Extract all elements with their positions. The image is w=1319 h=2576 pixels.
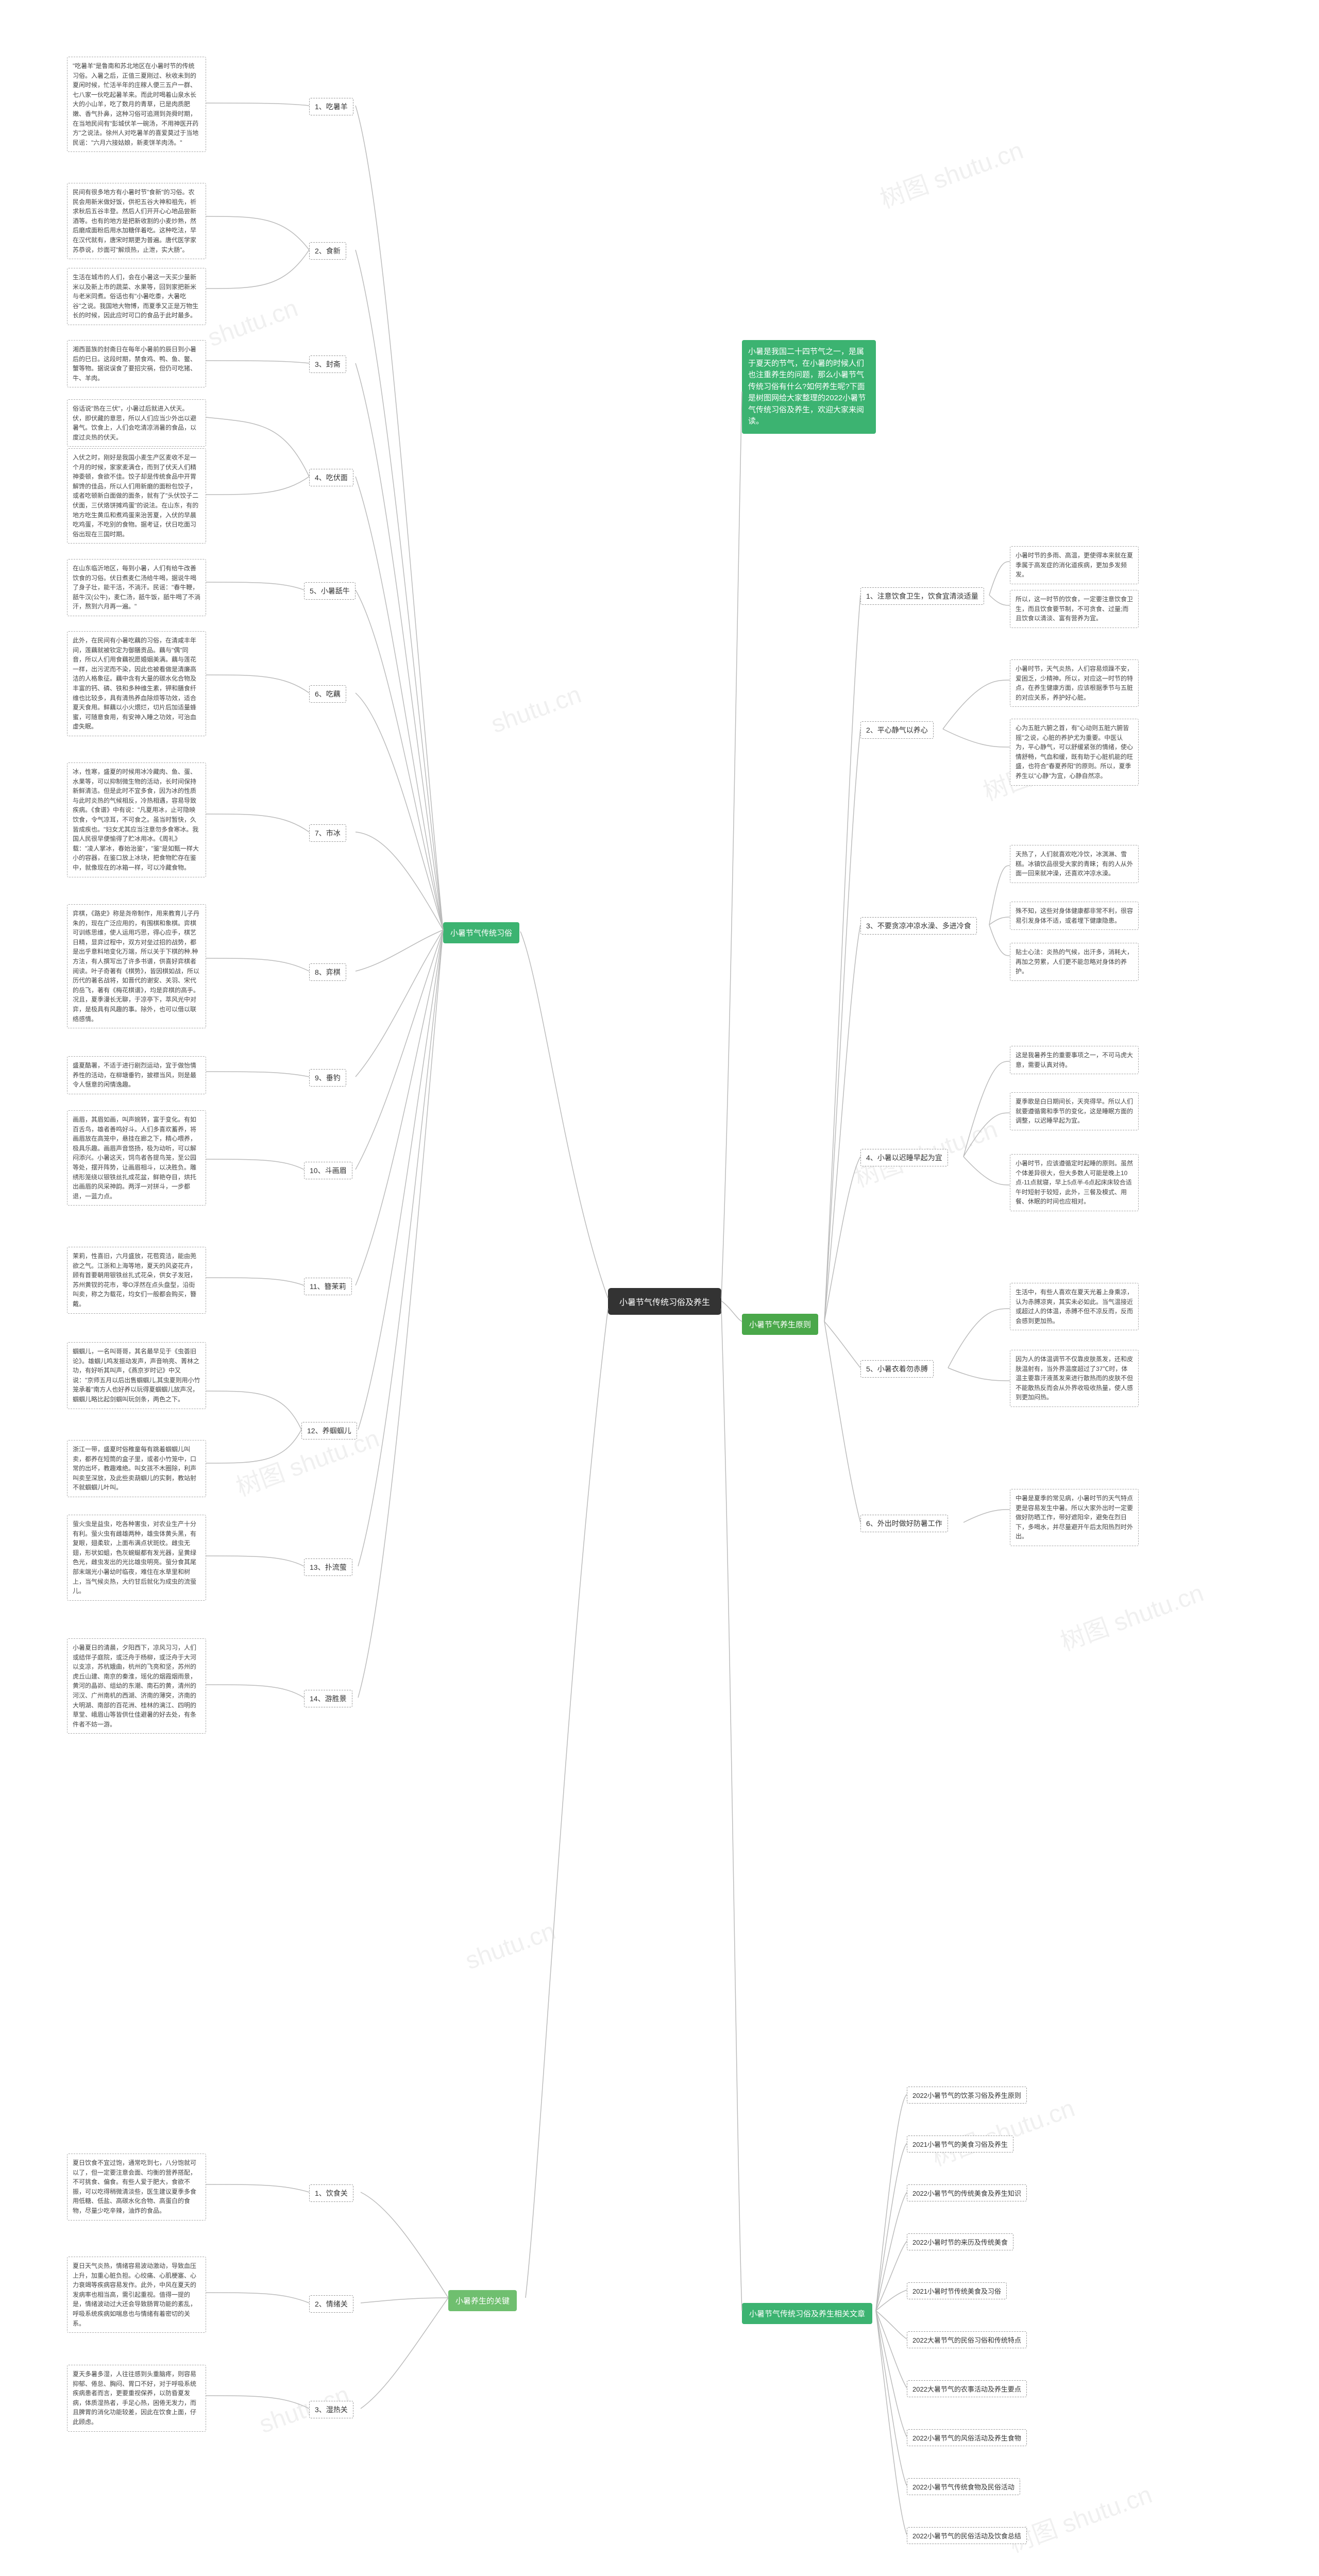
related-item[interactable]: 2022小暑节气的民俗活动及饮食总结 [907,2527,1027,2544]
principle-detail-1a: 小暑时节的多雨、高温，更使得本来就在夏季属于高发症的消化道疾病，更加多发频发。 [1010,546,1139,584]
related-item[interactable]: 2022大暑节气的民俗习俗和传统特点 [907,2331,1027,2348]
customs-detail-1: "吃暑羊"是鲁南和苏北地区在小暑时节的传统习俗。入暑之后，正值三夏刚过、秋收未到… [67,57,206,152]
customs-item-3[interactable]: 3、封斋 [309,355,346,373]
customs-detail-14: 小暑夏日的清晨，夕阳西下，凉风习习，人们或结伴子庭院，或泛舟于杨柳，或泛舟于大河… [67,1638,206,1734]
customs-item-11[interactable]: 11、簪茉莉 [304,1278,352,1295]
related-item[interactable]: 2022小暑时节的来历及传统美食 [907,2233,1013,2250]
center-title: 小暑节气传统习俗及养生 [608,1288,721,1315]
branch-principles[interactable]: 小暑节气养生原则 [742,1314,818,1335]
key-detail-2: 夏日天气炎热，情绪容易波动激动，导致血压上升，加重心脏负担。心绞痛、心肌梗塞、心… [67,2257,206,2333]
branch-customs[interactable]: 小暑节气传统习俗 [443,922,519,943]
principle-detail-5a: 生活中，有些人喜欢在夏天光着上身乘凉，认为赤膊凉爽，其实未必如此。当气温接近或超… [1010,1283,1139,1330]
key-detail-3: 夏天多暑多湿，人往往感到头重脑疼，则容易抑郁、倦怠、胸闷、胃口不好，对于呼吸系统… [67,2365,206,2432]
principle-detail-1b: 所以，这一时节的饮食，一定要注意饮食卫生，而且饮食要节制，不可贪食、过量;而且饮… [1010,590,1139,628]
customs-detail-2b: 生活在城市的人们，会在小暑这一天买少量新米以及新上市的蔬菜、水果等，回到家把新米… [67,268,206,325]
principle-detail-2b: 心为五脏六腑之首，有"心动则五脏六腑皆摇"之说，心脏的养护尤为重要。中医认为，平… [1010,719,1139,786]
principle-detail-6: 中暑是夏季的常见病，小暑时节的天气特点更是容易发生中暑。所以大家外出时一定要做好… [1010,1489,1139,1546]
customs-detail-12a: 蝈蝈儿，一名叫哥哥，其名最早见于《虫荟旧论》。雄蝈儿鸣发振动发声，声音响亮、菁林… [67,1342,206,1409]
watermark: shutu.cn [462,1917,559,1976]
principle-detail-4a: 这是我暑养生的重要事项之一，不可马虎大意，需要认真对待。 [1010,1046,1139,1074]
customs-item-2[interactable]: 2、食新 [309,242,346,260]
related-item[interactable]: 2022小暑节气的风俗活动及养生食物 [907,2429,1027,2446]
customs-detail-2a: 民间有很多地方有小暑时节"食新"的习俗。农民会用新米做好饭，供祀五谷大神和祖先，… [67,183,206,259]
customs-detail-8: 弈棋，《路史》称是尧帝制作，用来教育儿子丹朱的，现在广泛应用的，有围棋和象棋。弈… [67,904,206,1028]
customs-item-9[interactable]: 9、垂钓 [309,1069,346,1087]
watermark: shutu.cn [204,294,301,353]
customs-item-10[interactable]: 10、斗画眉 [304,1162,352,1179]
related-item[interactable]: 2022大暑节气的农事活动及养生要点 [907,2380,1027,2397]
principle-detail-2a: 小暑时节，天气炎热，人们容易烦躁不安，爱困乏，少精神。所以，对应这一时节的特点，… [1010,659,1139,707]
customs-detail-4b: 入伏之时，刚好是我国小麦生产区麦收不足一个月的时候，家家麦满仓，而到了伏天人们精… [67,448,206,544]
customs-detail-4a: 俗话说"热在三伏"，小暑过后就进入伏天。伏，即伏藏的意思，所以人们应当少外出以避… [67,399,206,447]
watermark: shutu.cn [487,681,585,739]
branch-related[interactable]: 小暑节气传统习俗及养生相关文章 [742,2303,872,2324]
related-item[interactable]: 2022小暑节气的饮茶习俗及养生原则 [907,2087,1027,2104]
related-item[interactable]: 2022小暑节气传统食物及民俗活动 [907,2478,1020,2495]
principle-item-4[interactable]: 4、小暑以迟睡早起为宜 [860,1149,948,1166]
key-item-3[interactable]: 3、湿热关 [309,2401,353,2418]
key-item-2[interactable]: 2、情绪关 [309,2295,353,2313]
branch-key[interactable]: 小暑养生的关键 [448,2290,517,2311]
principle-detail-5b: 因为人的体温调节不仅靠皮肤蒸发，还和皮肤温射有，当外界温度超过了37℃时，体温主… [1010,1350,1139,1407]
related-item[interactable]: 2021小暑节气的美食习俗及养生 [907,2136,1013,2153]
principle-detail-4b: 夏季歌是白日期间长，天亮得早。所以人们就要遵循需和季节的变化，这是睡眠方面的调整… [1010,1092,1139,1130]
customs-detail-9: 盛夏酷署，不适于进行剧烈运动，宜于做怡情养性的活动，在柳塘垂钓，披襟当风，则是最… [67,1056,206,1094]
customs-detail-12b: 浙江一带，盛夏时俗稚童每有跳着蝈蝈儿叫卖，都养在短筒的盒子里，或者小竹笼中，口常… [67,1440,206,1497]
watermark: 树图 shutu.cn [1003,2474,1156,2559]
customs-detail-11: 茉莉，性喜旧，六月盛放，花苞霓洁，能由蔸欲之气。江浙和上海等地，夏天的风姿花卉，… [67,1247,206,1314]
customs-detail-3: 湘西苗族的封斋日在每年小暑前的辰日到小暑后的巳日。这段时期，禁食鸡、鸭、鱼、鳖、… [67,340,206,387]
related-item[interactable]: 2022小暑节气的传统美食及养生知识 [907,2184,1027,2201]
principle-detail-3b: 殊不知，这些对身体健康都非常不利，很容易引发身体不适，或者埋下健康隐患。 [1010,902,1139,930]
principle-item-3[interactable]: 3、不要贪凉冲凉水澡、多进冷食 [860,917,977,935]
customs-item-13[interactable]: 13、扑流萤 [304,1558,352,1576]
customs-item-4[interactable]: 4、吃伏面 [309,469,353,486]
related-item[interactable]: 2021小暑时节传统美食及习俗 [907,2282,1007,2299]
customs-detail-7: 冰，性寒，盛夏的时候用冰冷藏肉、鱼、蛋、水果等，可以抑制微生物的活动，长时间保持… [67,762,206,877]
customs-detail-5: 在山东临沂地区，每到小暑，人们有给牛改善饮食的习俗。伏日煮麦仁汤给牛喝，据说牛喝… [67,559,206,616]
principle-item-6[interactable]: 6、外出时做好防暑工作 [860,1515,948,1532]
principle-item-2[interactable]: 2、平心静气以养心 [860,721,934,739]
customs-item-6[interactable]: 6、吃藕 [309,685,346,703]
customs-detail-6: 此外，在民间有小暑吃藕的习俗，在清咸丰年间，莲藕就被钦定为御膳贡品。藕与"偶"同… [67,631,206,736]
customs-detail-10: 画眉，其眉如画，叫声婉转，富于变化。有如百舌鸟，雄者善鸣好斗。人们多喜欢蓄养，将… [67,1110,206,1206]
customs-item-12[interactable]: 12、养蝈蝈儿 [301,1422,357,1439]
customs-item-14[interactable]: 14、游胜景 [304,1690,352,1707]
principle-item-1[interactable]: 1、注意饮食卫生，饮食宜清淡适量 [860,587,984,605]
principle-item-5[interactable]: 5、小暑衣着勿赤膊 [860,1360,934,1378]
principle-detail-3a: 天热了，人们就喜欢吃冷饮，冰淇淋、雪糕。冰镇饮品很受大家的青睐；有的人从外面一回… [1010,845,1139,883]
customs-item-1[interactable]: 1、吃暑羊 [309,98,353,115]
principle-detail-3c: 贴士心法：炎热的气候，出汗多，消耗大，再加之劳累，人们更不能忽略对身体的养护。 [1010,943,1139,981]
customs-item-8[interactable]: 8、弈棋 [309,963,346,981]
customs-item-7[interactable]: 7、市冰 [309,824,346,842]
customs-detail-13: 萤火虫是益虫，吃各种害虫，对农业生产十分有利。萤火虫有雌雄两种，雄虫体黄头黑，有… [67,1515,206,1601]
intro-text: 小暑是我国二十四节气之一，是属于夏天的节气，在小暑的时候人们也注重养生的问题，那… [742,340,876,434]
watermark: 树图 shutu.cn [874,130,1027,215]
watermark: 树图 shutu.cn [1055,1572,1208,1657]
customs-item-5[interactable]: 5、小暑舐牛 [304,582,356,600]
principle-detail-4c: 小暑时节，应该遵循定时起睡的原则。虽然个体差异很大，但大多数人可能是晚上10点-… [1010,1154,1139,1211]
key-detail-1: 夏日饮食不宜过饱，通常吃到七，八分饱就可以了，但一定要注意会面、均衡的营养搭配，… [67,2154,206,2221]
key-item-1[interactable]: 1、饮食关 [309,2184,353,2202]
